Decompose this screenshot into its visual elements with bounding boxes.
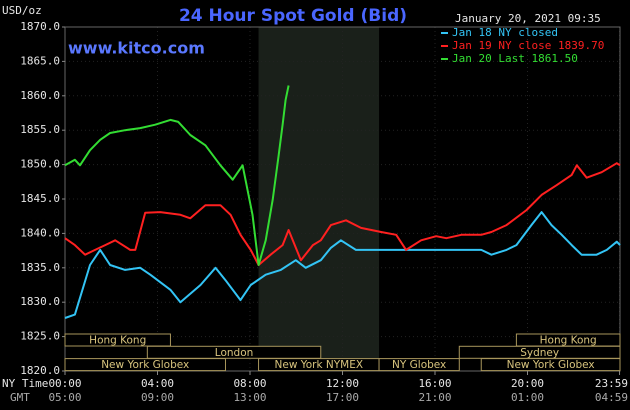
x-tick-label: 08:00 [233,377,266,390]
y-tick-label: 1830.0 [20,295,60,308]
x-tick-label: 12:00 [326,377,359,390]
gmt-tick-label: 09:00 [141,391,174,404]
website: www.kitco.com [68,39,205,58]
ny-time-label: NY Time [2,377,48,390]
timestamp: January 20, 2021 09:35 [455,12,601,25]
session-label: New York NYMEX [275,359,364,371]
gmt-tick-label: 13:00 [233,391,266,404]
y-tick-label: 1835.0 [20,261,60,274]
series-line [64,85,290,266]
y-tick-label: 1845.0 [20,192,60,205]
y-tick-label: 1865.0 [20,54,60,67]
y-tick-label: 1860.0 [20,89,60,102]
y-tick-label: 1870.0 [20,20,60,33]
y-tick-label: 1825.0 [20,330,60,343]
chart-title: 24 Hour Spot Gold (Bid) [179,6,407,26]
y-tick-label: 1850.0 [20,158,60,171]
session-bar [64,358,226,372]
session-bar [64,333,171,347]
session-label: New York Globex [507,359,595,371]
series-line [64,162,621,266]
session-label: Sydney [520,347,559,359]
session-label: Hong Kong [89,335,146,347]
x-tick-label: 04:00 [141,377,174,390]
session-bar [480,358,621,372]
unit-label: USD/oz [2,4,42,17]
plot-background [64,26,621,372]
y-tick-label: 1840.0 [20,226,60,239]
x-tick-label: 20:00 [511,377,544,390]
x-tick-label: 00:00 [48,377,81,390]
session-label: NY Globex [392,359,446,371]
x-tick-label: 23:59 [595,377,628,390]
series-line [64,211,621,319]
gmt-tick-label: 05:00 [48,391,81,404]
session-label: London [215,347,254,359]
gmt-tick-label: 21:00 [418,391,451,404]
session-label: Hong Kong [540,335,597,347]
gmt-tick-label: 01:00 [511,391,544,404]
legend-label: Jan 19 NY close 1839.70 [452,39,604,52]
session-bar [378,358,460,372]
session-bar [146,345,322,359]
session-label: New York Globex [101,359,189,371]
legend-label: Jan 20 Last 1861.50 [452,52,578,65]
gmt-label: GMT [10,391,30,404]
session-shade [258,27,380,371]
x-tick-label: 16:00 [418,377,451,390]
legend-label: Jan 18 NY closed [452,26,558,39]
y-tick-label: 1855.0 [20,123,60,136]
gmt-tick-label: 17:00 [326,391,359,404]
y-tick-label: 1820.0 [20,364,60,377]
gmt-tick-label: 04:59 [595,391,628,404]
